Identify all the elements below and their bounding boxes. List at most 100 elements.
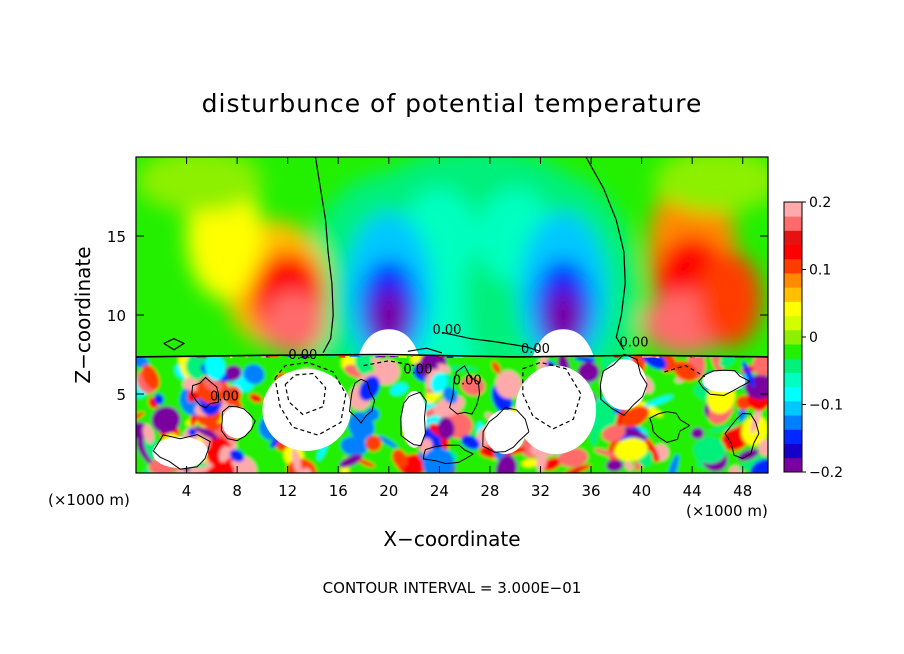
x-tick-label: 12 — [278, 482, 297, 500]
band-streak — [438, 356, 443, 357]
zero-contour — [314, 157, 334, 354]
lower-anomaly — [204, 436, 235, 468]
y-axis-label: Z−coordinate — [71, 246, 95, 383]
x-tick-label: 48 — [733, 482, 752, 500]
zero-contour — [136, 353, 768, 358]
colorbar-swatch — [784, 329, 802, 345]
x-tick-label: 40 — [632, 482, 651, 500]
saturated-region — [262, 368, 351, 451]
colorbar-tick-label: −0.2 — [809, 465, 843, 481]
lower-anomaly — [641, 356, 667, 370]
zero-contour — [152, 434, 211, 470]
colorbar-swatch — [784, 429, 802, 444]
lower-anomaly — [392, 449, 408, 469]
lower-anomaly — [142, 424, 154, 444]
lower-anomaly — [371, 356, 386, 374]
negative-contour — [522, 361, 582, 430]
band-streak — [383, 356, 389, 357]
band-streak — [349, 356, 361, 357]
bright-hump — [358, 329, 420, 357]
lower-anomaly — [541, 457, 562, 471]
upper-layer-field — [136, 157, 768, 357]
colorbar-tick-label: 0.1 — [809, 263, 831, 279]
band-streak — [398, 356, 407, 358]
lower-anomaly — [491, 361, 501, 374]
lower-anomaly — [461, 435, 480, 450]
band-streak — [229, 356, 233, 359]
y-axis: 5 10 15 — [107, 228, 768, 404]
lower-anomaly — [357, 459, 375, 468]
colorbar-swatch — [784, 386, 802, 402]
zero-contour — [482, 406, 530, 453]
bright-hump — [532, 329, 594, 357]
upper-anomaly — [136, 157, 263, 213]
lower-anomaly — [693, 437, 726, 464]
zero-contour — [449, 365, 480, 415]
y-tick-label: 15 — [107, 228, 126, 246]
zero-contour — [163, 338, 186, 351]
lower-layer-field — [136, 356, 768, 473]
lower-anomaly — [359, 375, 380, 401]
lower-anomaly — [667, 454, 679, 473]
lower-anomaly — [644, 438, 660, 463]
band-streak — [303, 356, 315, 357]
band-streak — [589, 356, 594, 358]
lower-anomaly — [495, 370, 522, 399]
band-streak — [626, 356, 630, 357]
x-tick-label: 20 — [379, 482, 398, 500]
band-streak — [268, 356, 279, 357]
lower-anomaly — [430, 372, 448, 394]
colorbar-swatch — [784, 315, 802, 331]
colorbar-swatch — [784, 358, 802, 373]
zero-contour — [697, 369, 751, 397]
colorbar-tick-label: 0 — [809, 330, 818, 346]
saturated-region — [484, 409, 526, 455]
colorbar-swatch — [784, 344, 802, 359]
chart-title: disturbunce of potential temperature — [202, 89, 703, 118]
band-streak — [326, 356, 335, 357]
negative-contour — [363, 360, 415, 367]
x-axis-label: X−coordinate — [383, 527, 520, 551]
lower-anomaly — [223, 365, 242, 382]
lower-anomaly — [154, 393, 164, 405]
lower-anomaly — [249, 393, 263, 403]
colorbar-swatch — [784, 457, 802, 473]
lower-anomaly — [593, 448, 619, 458]
lower-anomaly — [752, 356, 768, 376]
lower-anomaly — [365, 407, 380, 421]
band-streak — [400, 356, 407, 357]
band-streak — [283, 356, 287, 357]
y-tick-label: 10 — [107, 307, 126, 325]
band-streak — [531, 356, 541, 359]
zero-contour — [400, 391, 427, 447]
x-tick-label: 24 — [430, 482, 449, 500]
lower-anomaly — [690, 427, 704, 440]
negative-contour — [664, 364, 706, 378]
x-axis: 4 8 12 16 20 24 28 32 36 40 44 48 — [182, 157, 752, 500]
x-tick-label: 8 — [232, 482, 242, 500]
band-streak — [375, 356, 378, 358]
saturated-region — [221, 406, 253, 439]
band-streak — [453, 356, 463, 358]
colorbar-swatch — [784, 202, 802, 217]
x-tick-label: 44 — [683, 482, 702, 500]
x-tick-label: 28 — [480, 482, 499, 500]
band-streak — [261, 356, 266, 358]
lower-anomaly — [614, 437, 648, 462]
band-streak — [657, 356, 660, 359]
band-streak — [454, 356, 458, 359]
contour-label: 0.00 — [210, 389, 239, 404]
lower-anomaly — [136, 356, 149, 369]
colorbar-tick-label: −0.1 — [809, 398, 843, 414]
lower-anomaly — [339, 454, 363, 468]
band-streak — [411, 356, 415, 358]
band-streak — [642, 356, 653, 358]
contour-interval-note: CONTOUR INTERVAL = 3.000E−01 — [323, 579, 582, 597]
band-streak — [196, 356, 207, 359]
zero-contour — [407, 347, 443, 354]
contour-label: 0.00 — [620, 336, 649, 351]
lower-anomaly — [422, 447, 455, 473]
negative-contour — [274, 361, 347, 436]
lower-anomaly — [574, 356, 596, 363]
band-streak — [389, 356, 396, 358]
